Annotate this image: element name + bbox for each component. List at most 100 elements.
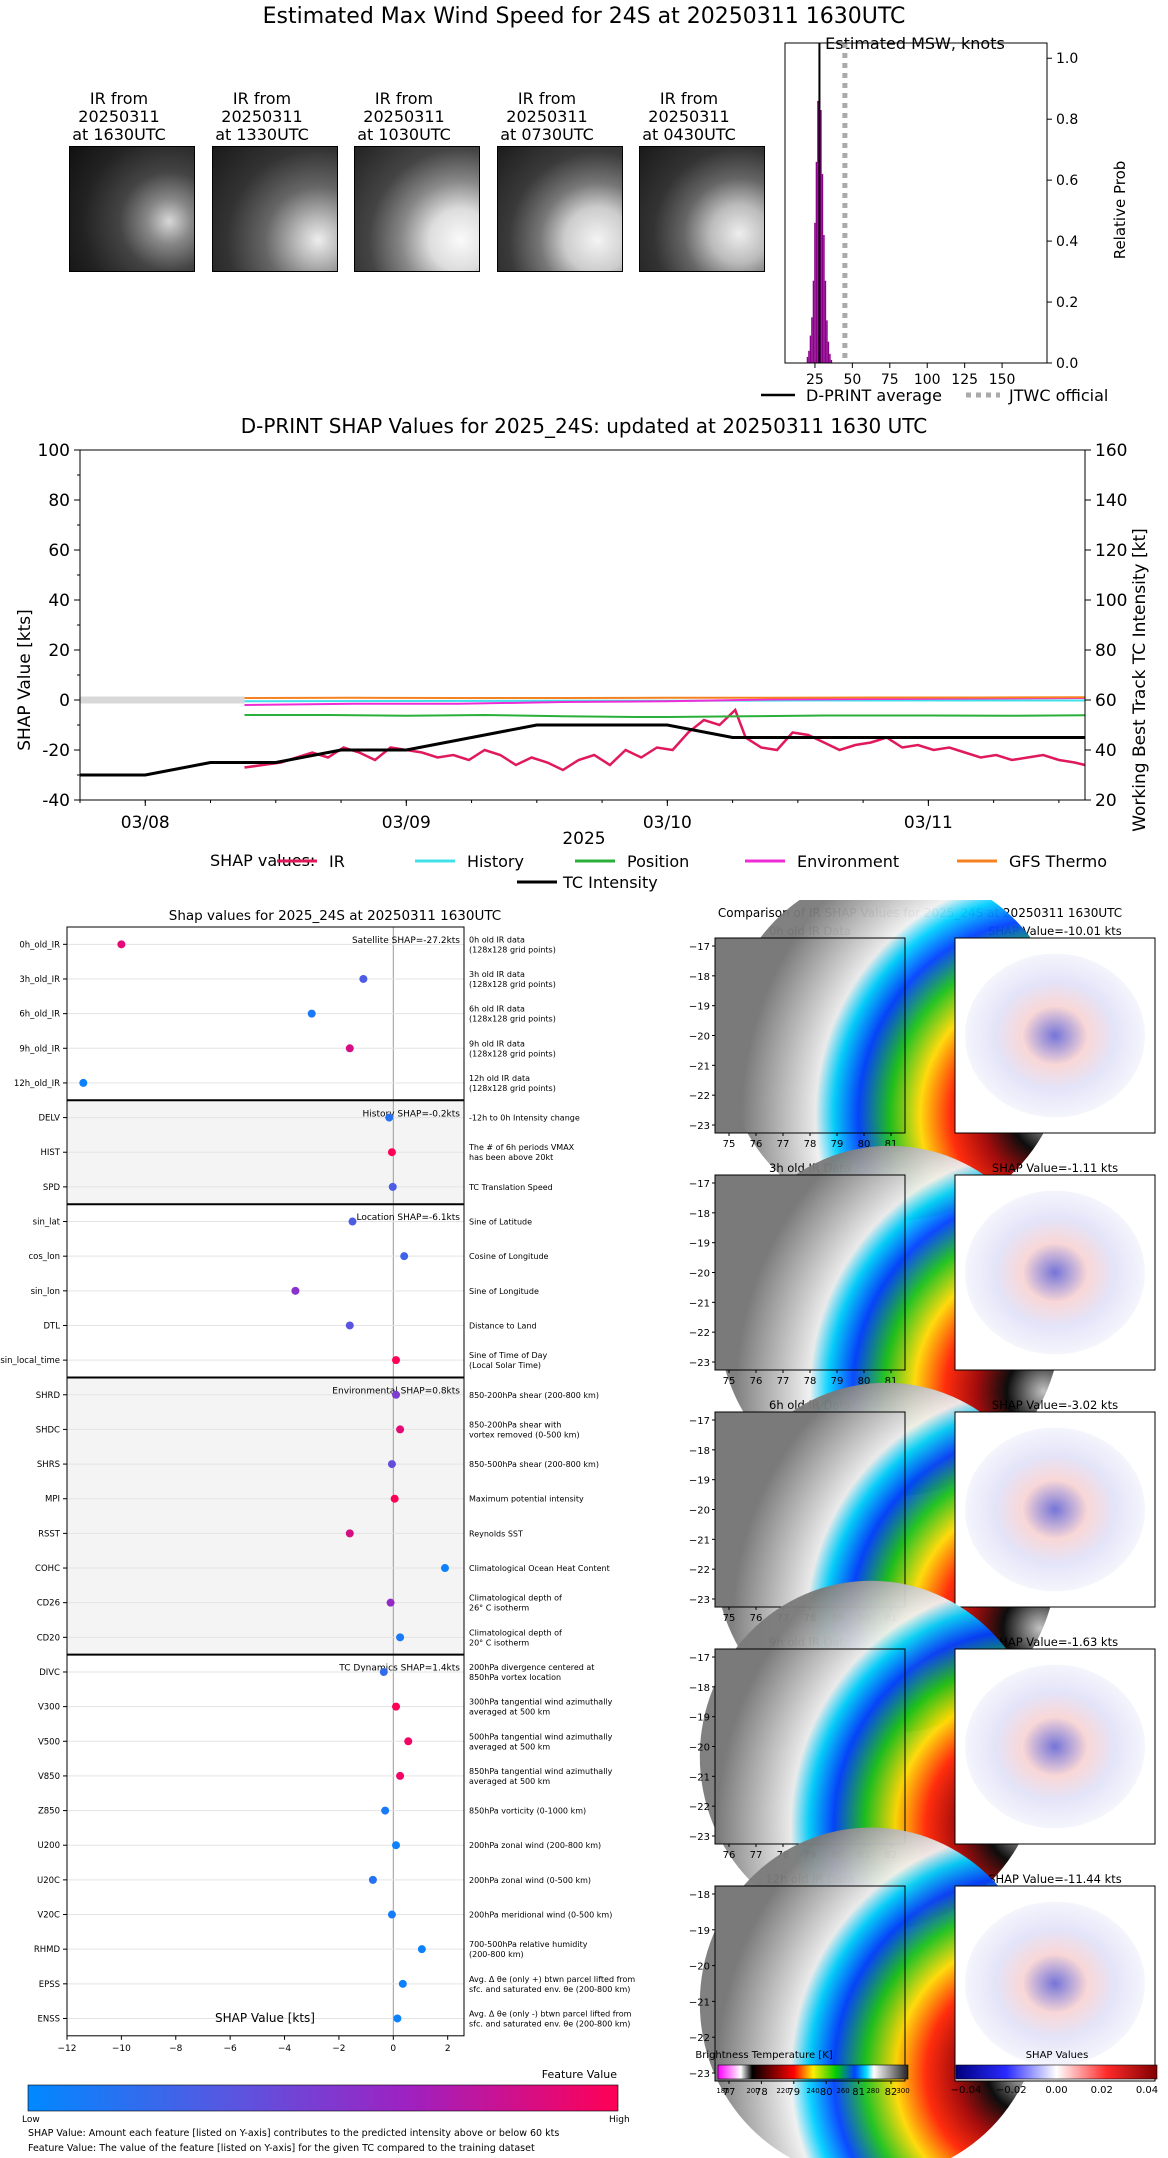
legend-label: GFS Thermo [1009,852,1107,871]
feature-description: averaged at 500 km [469,1708,550,1717]
group-label: History SHAP=-0.2kts [363,1109,461,1119]
series-environment [244,697,1086,706]
feature-label: SHDC [36,1425,60,1435]
legend-title: SHAP values: [210,851,315,870]
feature-description: -12h to 0h Intensity change [469,1114,580,1123]
y-tick-label: −23 [689,2069,710,2080]
feature-description: (128x128 grid points) [469,980,556,989]
y-tick-label: −22 [689,2033,710,2044]
bt-tick-label: 260 [836,2087,849,2095]
y-tick-label: -40 [42,791,70,811]
shap-point [400,1252,409,1261]
ir-thumb-label: IR from 20250311 at 0730UTC [500,89,594,144]
shap-point [387,1148,396,1157]
shap-point [417,1945,426,1954]
y-tick-label: −18 [689,972,710,983]
shap-tick-label: −0.04 [951,2085,982,2096]
series-tc-intensity [80,723,1085,777]
legend-label: Environment [797,852,899,871]
bt-colorbar [717,2064,909,2080]
histogram-bar [820,110,822,363]
shap-panel-title: SHAP Value=-3.02 kts [992,1398,1118,1412]
feature-description: 26° C isotherm [469,1604,529,1613]
timeseries-title: D-PRINT SHAP Values for 2025_24S: update… [241,414,928,438]
shap-point [379,1667,388,1676]
feature-description: 20° C isotherm [469,1638,529,1647]
feature-description: 200hPa zonal wind (200-800 km) [469,1841,601,1850]
x-tick-label: 77 [777,1139,790,1150]
y-tick-label: 20 [48,641,70,661]
shap-point [386,1598,395,1607]
feature-label: MPI [45,1495,60,1505]
x-tick-label: −2 [332,2044,345,2054]
x-tick-label: 150 [989,372,1016,388]
x-tick-label: 25 [806,372,824,388]
feature-label: COHC [35,1564,60,1574]
feature-description: 850-200hPa shear with [469,1420,561,1429]
shap-point [345,1321,354,1330]
feature-description: Maximum potential intensity [469,1495,584,1504]
colorbar-high-label: High [609,2115,630,2125]
x-tick-label: 80 [820,2087,833,2098]
x-tick-label: 80 [858,1376,871,1387]
feature-label: SHRS [37,1460,60,1470]
feature-label: ENSS [37,2014,60,2024]
timeseries-y2label: Working Best Track TC Intensity [kt] [1130,528,1150,832]
shap-field [965,1427,1145,1592]
feature-label: V20C [37,1911,60,1921]
y-tick-label: 0.0 [1056,356,1078,372]
shap-tick-label: 0.00 [1045,2085,1067,2096]
bt-colorbar-title: Brightness Temperature [K] [695,2050,832,2061]
ir-thumb-label: IR from 20250311 at 1330UTC [215,89,309,144]
shap-point [392,1356,401,1365]
x-tick-label: 77 [723,2087,736,2098]
feature-label: CD26 [37,1599,60,1609]
y-tick-label: −22 [689,1565,710,1576]
shap-point [117,940,126,949]
shap-point [396,1633,405,1642]
ir-thumb-image [639,146,765,272]
feature-description: 200hPa divergence centered at [469,1663,594,1672]
bt-tick-label: 200 [746,2087,759,2095]
note-feature-value: Feature Value: The value of the feature … [28,2143,535,2154]
feature-description: The # of 6h periods VMAX [468,1143,575,1152]
shap-panel-frame [954,1648,1156,1845]
shap-point [291,1286,300,1295]
feature-description: 200hPa meridional wind (0-500 km) [469,1911,612,1920]
shap-point [396,1771,405,1780]
feature-label: DIVC [39,1668,60,1678]
feature-label: DTL [44,1321,61,1331]
shap-point [345,1044,354,1053]
page-title: Estimated Max Wind Speed for 24S at 2025… [262,4,906,29]
bt-tick-label: 240 [806,2087,819,2095]
x-tick-label: 03/11 [904,813,953,833]
y-tick-label: −23 [689,1595,710,1606]
y-tick-label: −21 [689,1535,710,1546]
x-tick-label: 100 [914,372,941,388]
shap-point [79,1078,88,1087]
y-tick-label: −17 [689,1653,710,1664]
series-position [244,713,1086,718]
feature-label: 9h_old_IR [19,1044,60,1054]
feature-description: 500hPa tangential wind azimuthally [469,1732,613,1741]
feature-description: (Local Solar Time) [469,1361,541,1370]
y-tick-label: −20 [689,1269,710,1280]
y-tick-label: −20 [689,1743,710,1754]
feature-description: Climatological depth of [469,1628,562,1637]
x-tick-label: 78 [755,2087,768,2098]
y-tick-label: −19 [689,1926,710,1937]
shap-tick-label: −0.02 [996,2085,1027,2096]
ir-comparison-chart: Comparison of IR SHAP Values for 2025_24… [689,900,1158,2158]
feature-label: 6h_old_IR [19,1010,60,1020]
histogram-bar [806,356,809,363]
feature-value-colorbar [27,2084,619,2112]
x-tick-label: 03/10 [643,813,692,833]
y-tick-label: −17 [689,1179,710,1190]
x-tick-label: 75 [723,1376,736,1387]
feature-label: 12h_old_IR [14,1079,60,1089]
shap-point [392,1702,401,1711]
y-tick-label: −23 [689,1121,710,1132]
feature-label: CD20 [37,1633,60,1643]
x-tick-label: 76 [723,1850,736,1861]
feature-description: 0h old IR data [469,935,525,944]
